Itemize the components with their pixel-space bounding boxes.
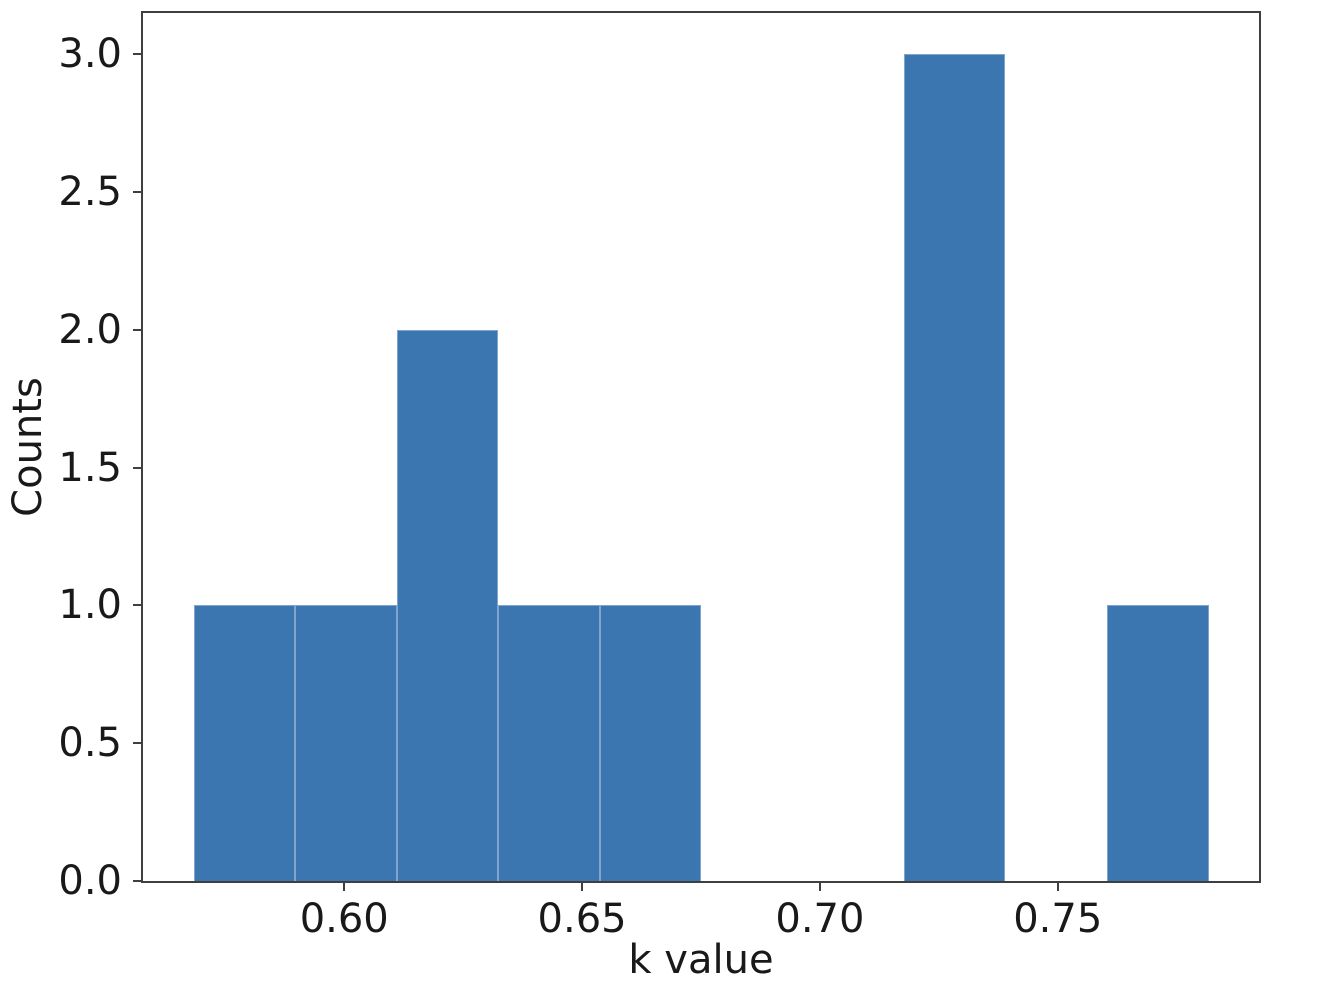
y-tick-mark — [133, 191, 143, 194]
y-tick-label: 2.0 — [58, 306, 122, 353]
histogram-bar — [193, 605, 296, 881]
y-tick-label: 0.5 — [58, 720, 122, 767]
x-tick-label: 0.70 — [775, 896, 865, 942]
y-tick-label: 0.0 — [58, 858, 122, 904]
x-tick-mark — [581, 881, 584, 891]
histogram-bar — [1106, 605, 1209, 881]
y-tick-mark — [133, 53, 143, 56]
x-tick-mark — [343, 881, 346, 891]
y-tick-mark — [133, 466, 143, 469]
y-tick-mark — [133, 742, 143, 745]
x-tick-mark — [1056, 881, 1059, 891]
y-tick-label: 1.5 — [58, 444, 122, 491]
histogram-bar — [396, 329, 499, 881]
y-tick-mark — [133, 604, 143, 607]
y-axis-title: Counts — [5, 377, 51, 517]
y-tick-mark — [133, 328, 143, 331]
x-tick-mark — [818, 881, 821, 891]
y-tick-label: 1.0 — [58, 582, 122, 629]
x-axis-title: k value — [628, 937, 774, 983]
plot-area — [141, 11, 1261, 883]
y-tick-mark — [133, 880, 143, 882]
y-tick-label: 3.0 — [58, 31, 122, 78]
histogram-bar — [599, 605, 701, 881]
x-tick-label: 0.60 — [299, 896, 389, 942]
histogram-bar — [295, 605, 397, 881]
histogram-bar — [498, 605, 600, 881]
x-tick-label: 0.65 — [537, 896, 627, 942]
histogram-bar — [904, 54, 1006, 881]
y-tick-label: 2.5 — [58, 169, 122, 216]
x-tick-label: 0.75 — [1013, 896, 1103, 942]
